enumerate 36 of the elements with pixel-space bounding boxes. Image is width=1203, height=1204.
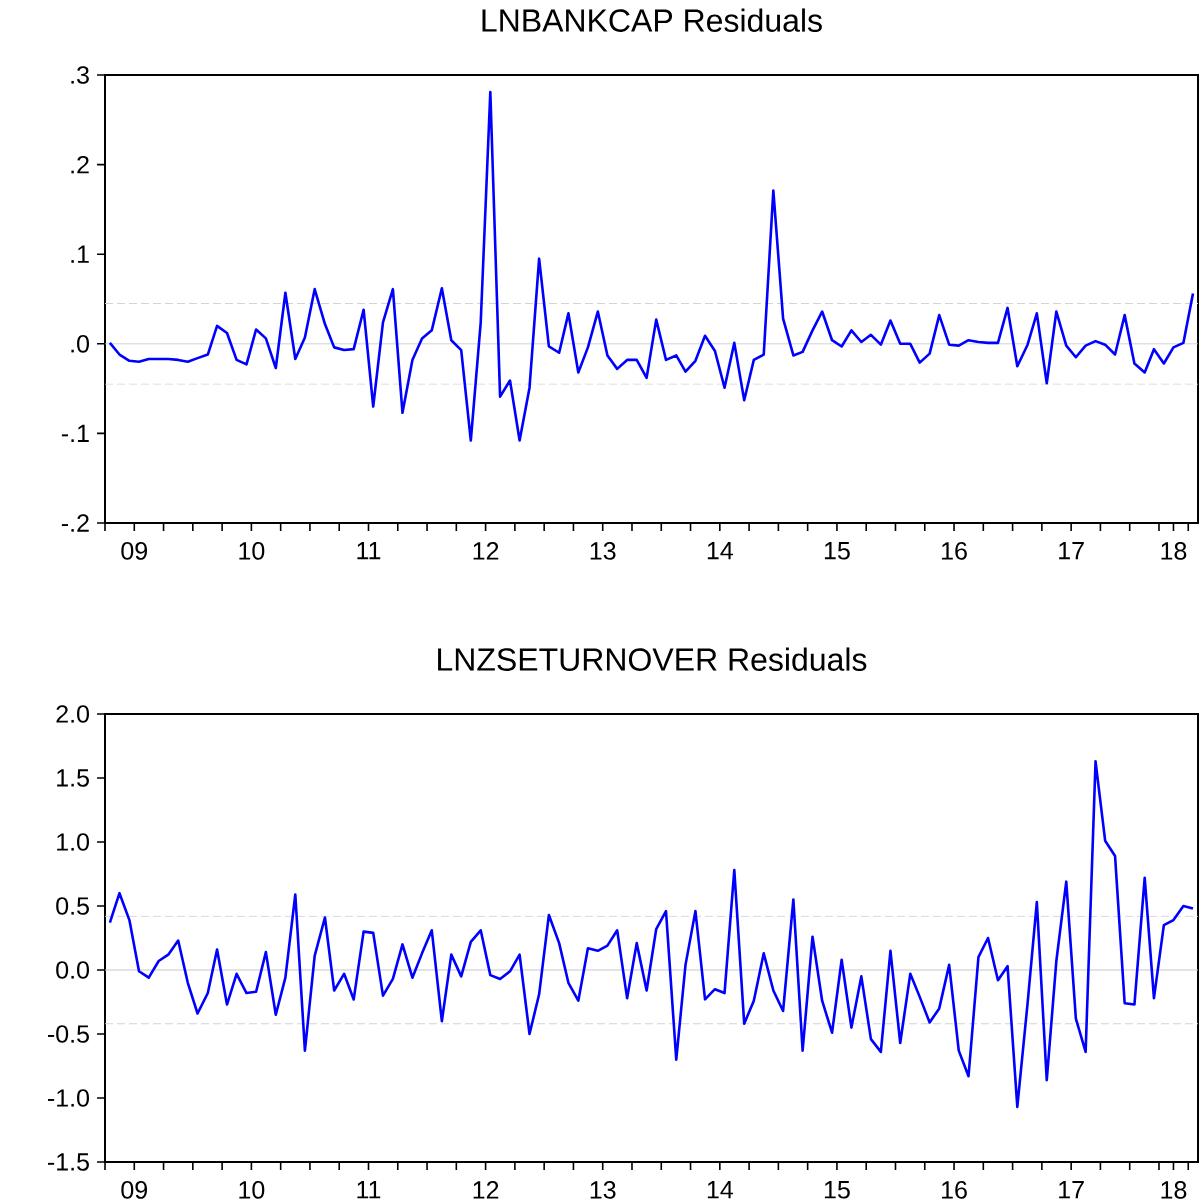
x-tick-label: 12 xyxy=(473,1181,499,1199)
y-tick-label: -1.5 xyxy=(47,1153,89,1171)
y-tick-label: .2 xyxy=(71,155,89,174)
x-tick-label: 10 xyxy=(239,1181,265,1199)
y-tick-label: 0.0 xyxy=(56,961,89,979)
x-tick-label: 09 xyxy=(121,542,148,560)
x-tick-label: 14 xyxy=(707,1181,733,1199)
chart-title: LNZSETURNOVER Residuals xyxy=(438,647,867,671)
x-tick-label: 15 xyxy=(824,542,850,560)
y-tick-label: -.1 xyxy=(61,424,89,442)
x-tick-label: 13 xyxy=(590,1181,616,1199)
y-tick-label: .3 xyxy=(71,66,89,84)
y-tick-label: 0.5 xyxy=(56,897,89,915)
y-tick-label: .0 xyxy=(71,334,89,353)
y-tick-label: .1 xyxy=(71,245,89,263)
x-tick-label: 15 xyxy=(824,1181,850,1199)
y-tick-label: -0.5 xyxy=(47,1025,89,1043)
x-tick-label: 13 xyxy=(590,542,616,560)
y-tick-label: -1.0 xyxy=(47,1089,89,1107)
x-tick-label: 14 xyxy=(707,542,733,560)
x-tick-label: 10 xyxy=(239,542,265,560)
x-tick-label: 11 xyxy=(357,1181,381,1199)
chart-title: LNBANKCAP Residuals xyxy=(482,8,822,32)
x-tick-label: 18 xyxy=(1161,542,1187,560)
y-tick-label: 2.0 xyxy=(56,705,89,723)
x-tick-label: 17 xyxy=(1059,542,1084,560)
y-tick-label: 1.0 xyxy=(57,833,89,851)
x-tick-label: 12 xyxy=(473,542,499,560)
x-tick-label: 18 xyxy=(1161,1181,1187,1199)
x-tick-label: 16 xyxy=(942,542,967,560)
x-tick-label: 17 xyxy=(1059,1181,1084,1199)
y-tick-label: 1.5 xyxy=(57,769,89,787)
x-tick-label: 11 xyxy=(357,542,381,560)
x-tick-label: 09 xyxy=(121,1181,148,1199)
y-tick-label: -.2 xyxy=(61,514,89,532)
x-tick-label: 16 xyxy=(942,1181,967,1199)
